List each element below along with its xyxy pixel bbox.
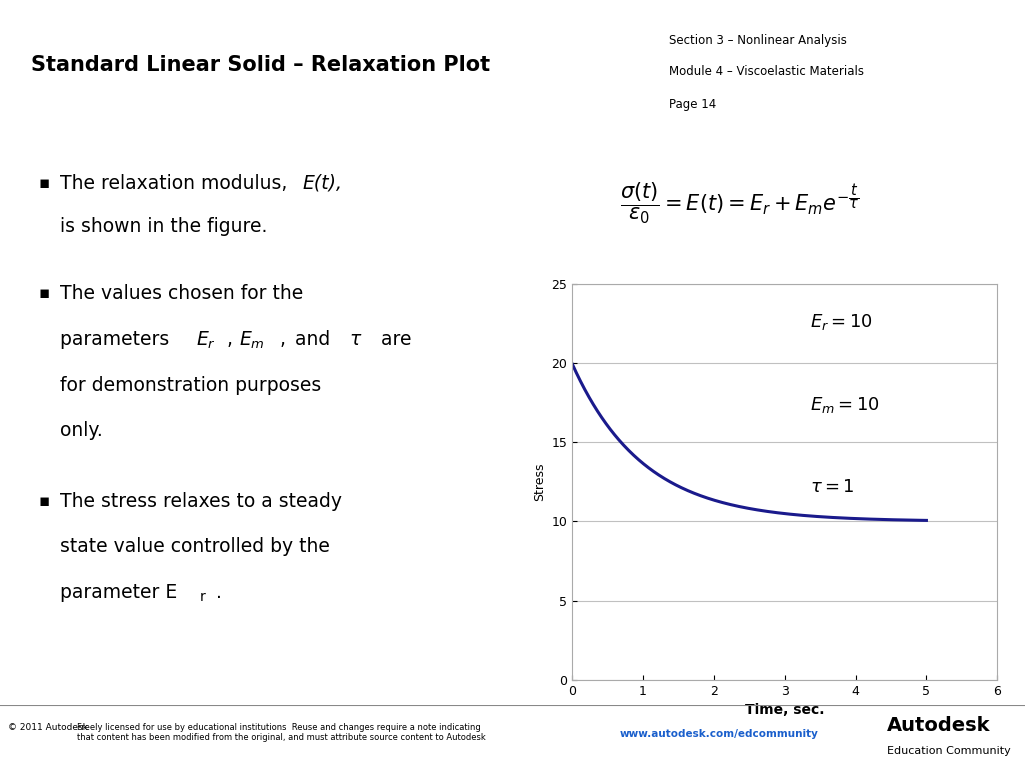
X-axis label: Time, sec.: Time, sec. — [745, 703, 824, 717]
Text: $E_m = 10$: $E_m = 10$ — [810, 395, 879, 415]
Text: state value controlled by the: state value controlled by the — [60, 537, 330, 556]
Text: $E_r$: $E_r$ — [196, 330, 216, 351]
Text: ▪: ▪ — [39, 492, 50, 510]
Text: ▪: ▪ — [39, 174, 50, 191]
Text: for demonstration purposes: for demonstration purposes — [60, 376, 321, 395]
Text: are: are — [374, 330, 411, 349]
Text: ,: , — [280, 330, 286, 349]
Text: $\dfrac{\sigma(t)}{\varepsilon_0} = E(t) = E_r + E_m e^{-\dfrac{t}{\tau}}$: $\dfrac{\sigma(t)}{\varepsilon_0} = E(t)… — [620, 181, 860, 226]
Text: Freely licensed for use by educational institutions  Reuse and changes require a: Freely licensed for use by educational i… — [77, 723, 486, 742]
Text: and: and — [289, 330, 336, 349]
Y-axis label: Stress: Stress — [533, 462, 545, 502]
Text: © 2011 Autodesk: © 2011 Autodesk — [8, 723, 88, 732]
Text: Section 3 – Nonlinear Analysis: Section 3 – Nonlinear Analysis — [668, 34, 847, 47]
Text: Education Community: Education Community — [887, 746, 1011, 756]
Text: Module 4 – Viscoelastic Materials: Module 4 – Viscoelastic Materials — [668, 65, 863, 78]
Text: only.: only. — [60, 421, 102, 440]
Text: ▪: ▪ — [39, 284, 50, 303]
Text: .: . — [215, 583, 221, 601]
Text: The stress relaxes to a steady: The stress relaxes to a steady — [60, 492, 342, 511]
Text: Autodesk: Autodesk — [887, 717, 990, 735]
Text: parameter E: parameter E — [60, 583, 177, 601]
Text: r: r — [200, 590, 205, 604]
Text: ,: , — [227, 330, 233, 349]
Text: $E_r = 10$: $E_r = 10$ — [810, 312, 873, 332]
Text: $\tau$: $\tau$ — [348, 330, 362, 349]
Text: parameters: parameters — [60, 330, 175, 349]
Text: $\tau = 1$: $\tau = 1$ — [810, 478, 855, 496]
Text: Standard Linear Solid – Relaxation Plot: Standard Linear Solid – Relaxation Plot — [31, 55, 490, 75]
Text: E(t),: E(t), — [302, 174, 342, 193]
Text: Page 14: Page 14 — [668, 98, 715, 111]
Text: The values chosen for the: The values chosen for the — [60, 284, 303, 303]
Text: www.autodesk.com/edcommunity: www.autodesk.com/edcommunity — [620, 729, 819, 739]
Text: is shown in the figure.: is shown in the figure. — [60, 217, 268, 237]
Text: $E_m$: $E_m$ — [239, 330, 264, 351]
Text: The relaxation modulus,: The relaxation modulus, — [60, 174, 293, 193]
